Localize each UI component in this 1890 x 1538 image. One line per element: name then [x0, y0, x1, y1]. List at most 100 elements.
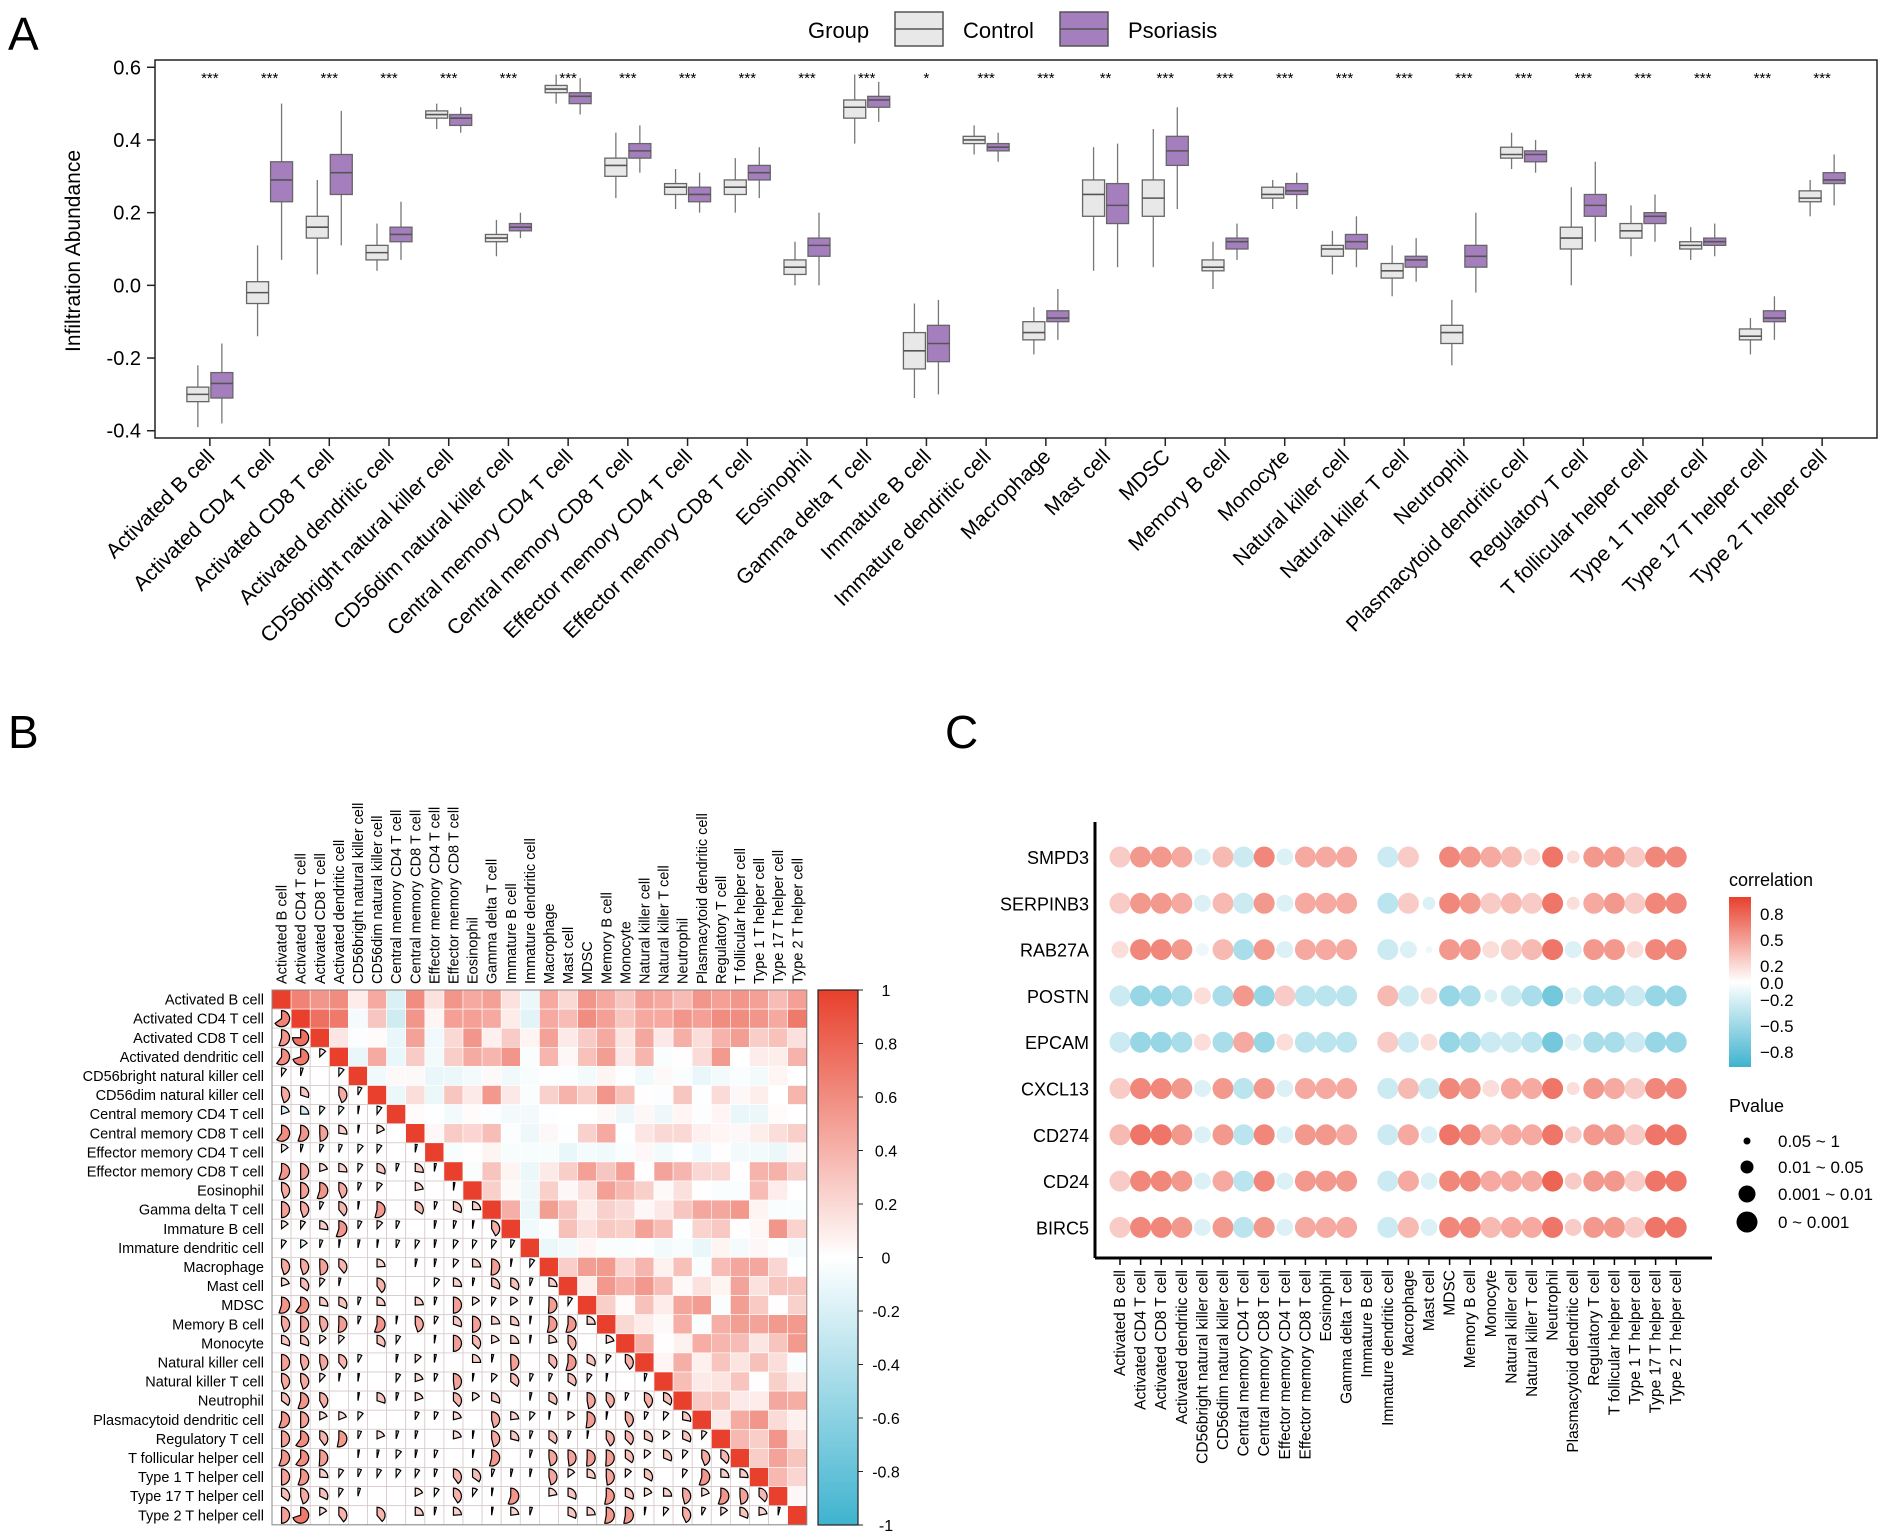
legend-c-p-dot: [1738, 1185, 1756, 1203]
significance-label: ***: [1157, 70, 1175, 87]
corr-pie: [318, 1449, 329, 1467]
bubble: [1130, 1078, 1152, 1099]
corr-cell: [577, 1027, 597, 1048]
bubble: [1645, 846, 1667, 868]
box-psoriasis: [1105, 143, 1130, 268]
bubble: [1603, 939, 1625, 961]
corr-pie: [414, 1162, 424, 1174]
bubble: [1150, 892, 1172, 914]
corr-cell: [730, 1409, 750, 1430]
corr-cell: [749, 1295, 769, 1315]
bubble: [1109, 892, 1131, 914]
significance-label: **: [1100, 70, 1112, 87]
corr-pie: [491, 1353, 495, 1363]
corr-pie: [414, 1315, 424, 1333]
bubble: [1315, 1124, 1337, 1146]
corr-pie: [471, 1277, 476, 1287]
bubble: [1193, 848, 1211, 866]
corr-cell: [519, 1218, 540, 1239]
corr-pie: [452, 1258, 460, 1269]
corr-cell: [596, 1238, 617, 1258]
corr-pie: [662, 1449, 673, 1462]
corr-cell: [596, 1104, 617, 1124]
bubble: [1109, 1124, 1131, 1146]
corr-cell: [672, 1085, 693, 1105]
bubble: [1294, 985, 1316, 1007]
bubble: [1665, 1170, 1687, 1192]
corr-pie-bg: [462, 1409, 483, 1430]
bubble: [1130, 939, 1152, 961]
corr-cell: [367, 1047, 387, 1067]
corr-pie: [338, 1353, 348, 1370]
corr-cell: [615, 1142, 636, 1163]
box-control: [1798, 179, 1822, 217]
bubble: [1439, 939, 1461, 961]
bubble: [1109, 1170, 1131, 1192]
corr-cell: [271, 989, 292, 1010]
corr-pie: [491, 1372, 498, 1384]
corr-cell: [539, 1199, 559, 1220]
bubble: [1193, 1126, 1211, 1144]
bubble-gene-label: CD274: [1033, 1126, 1089, 1146]
corr-pie: [471, 1372, 475, 1382]
corr-cell: [539, 1142, 559, 1163]
bubble: [1109, 1031, 1131, 1053]
corr-cell: [519, 1180, 540, 1201]
corr-cell: [787, 1142, 808, 1163]
corr-pie: [491, 1411, 501, 1429]
corr-pie: [452, 1430, 462, 1440]
bubble-x-label: Neutrophil: [1545, 1270, 1562, 1341]
corr-cell: [405, 1008, 426, 1029]
corr-pie-bg: [462, 1505, 483, 1526]
significance-label: ***: [201, 70, 219, 87]
bubble: [1459, 1078, 1481, 1099]
box-control: [1320, 230, 1345, 275]
corr-cell: [634, 1104, 655, 1124]
bubble: [1459, 1124, 1481, 1146]
corr-cell: [730, 1123, 750, 1144]
corr-pie-bg: [309, 1085, 330, 1106]
corr-pie: [491, 1392, 501, 1404]
corr-row-label: Eosinophil: [197, 1184, 264, 1200]
significance-label: ***: [739, 70, 757, 87]
corr-cell: [749, 1180, 769, 1201]
corr-pie: [316, 1181, 329, 1200]
bubble: [1294, 1170, 1316, 1192]
colorbar-tick-label: 0: [882, 1251, 891, 1268]
corr-cell: [615, 1333, 636, 1354]
corr-cell: [730, 1314, 750, 1335]
bubble: [1665, 846, 1687, 868]
corr-cell: [768, 1467, 788, 1487]
corr-pie: [548, 1353, 558, 1370]
corr-cell: [367, 1085, 387, 1105]
corr-cell: [768, 1390, 788, 1411]
box-psoriasis: [449, 107, 473, 133]
bubble: [1212, 1078, 1234, 1099]
corr-cell: [462, 1161, 483, 1182]
bubble: [1253, 939, 1275, 961]
bubble-gene-label: EPCAM: [1025, 1033, 1089, 1053]
corr-cell: [519, 1199, 540, 1220]
corr-cell: [558, 1161, 578, 1182]
corr-cell: [558, 989, 578, 1010]
corr-pie: [376, 1277, 386, 1294]
corr-pie: [586, 1315, 596, 1325]
bubble: [1603, 985, 1625, 1007]
corr-cell: [596, 1180, 617, 1201]
bubble: [1645, 1078, 1667, 1099]
corr-pie: [471, 1468, 482, 1483]
corr-cell: [519, 989, 540, 1010]
corr-cell: [634, 1352, 655, 1373]
corr-pie: [376, 1392, 386, 1404]
significance-label: ***: [1575, 70, 1593, 87]
bubble: [1377, 1078, 1399, 1099]
corr-cell: [730, 1257, 750, 1277]
corr-row-label: Type 2 T helper cell: [138, 1508, 264, 1524]
corr-pie: [280, 1487, 291, 1502]
corr-cell: [615, 1008, 636, 1029]
corr-pie-bg: [424, 1390, 445, 1411]
corr-cell: [596, 1123, 617, 1144]
bubble: [1583, 1124, 1605, 1146]
bubble: [1253, 1216, 1275, 1238]
bubble: [1130, 1124, 1152, 1146]
